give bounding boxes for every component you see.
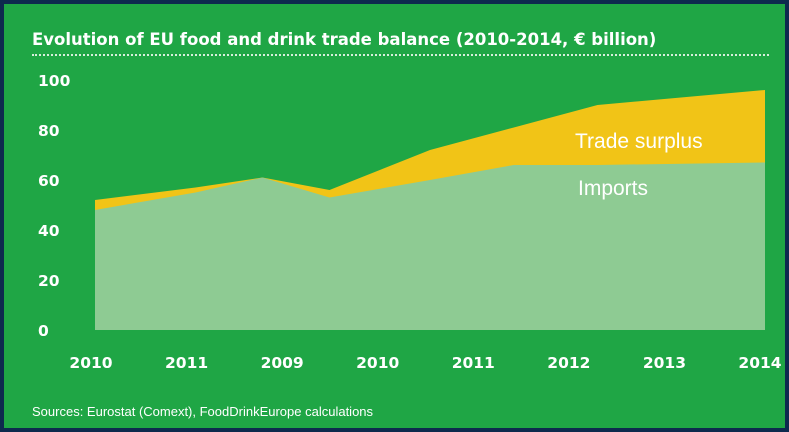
title-divider bbox=[32, 54, 769, 56]
chart-title: Evolution of EU food and drink trade bal… bbox=[32, 30, 657, 49]
y-tick-label: 20 bbox=[38, 272, 60, 290]
y-tick-label: 80 bbox=[38, 122, 60, 140]
x-tick-label: 2013 bbox=[643, 354, 686, 372]
y-tick-label: 0 bbox=[38, 322, 49, 340]
x-tick-label: 2014 bbox=[738, 354, 781, 372]
y-tick-label: 40 bbox=[38, 222, 60, 240]
series-label-imports: Imports bbox=[578, 177, 648, 200]
x-tick-label: 2012 bbox=[547, 354, 590, 372]
x-tick-label: 2011 bbox=[452, 354, 495, 372]
area-imports bbox=[95, 162, 765, 330]
x-tick-label: 2010 bbox=[69, 354, 112, 372]
x-tick-label: 2011 bbox=[165, 354, 208, 372]
x-tick-label: 2010 bbox=[356, 354, 399, 372]
chart-source: Sources: Eurostat (Comext), FoodDrinkEur… bbox=[32, 404, 374, 419]
x-tick-label: 2009 bbox=[261, 354, 304, 372]
series-label-trade-surplus: Trade surplus bbox=[575, 130, 703, 153]
y-tick-label: 60 bbox=[38, 172, 60, 190]
y-tick-label: 100 bbox=[38, 72, 71, 90]
